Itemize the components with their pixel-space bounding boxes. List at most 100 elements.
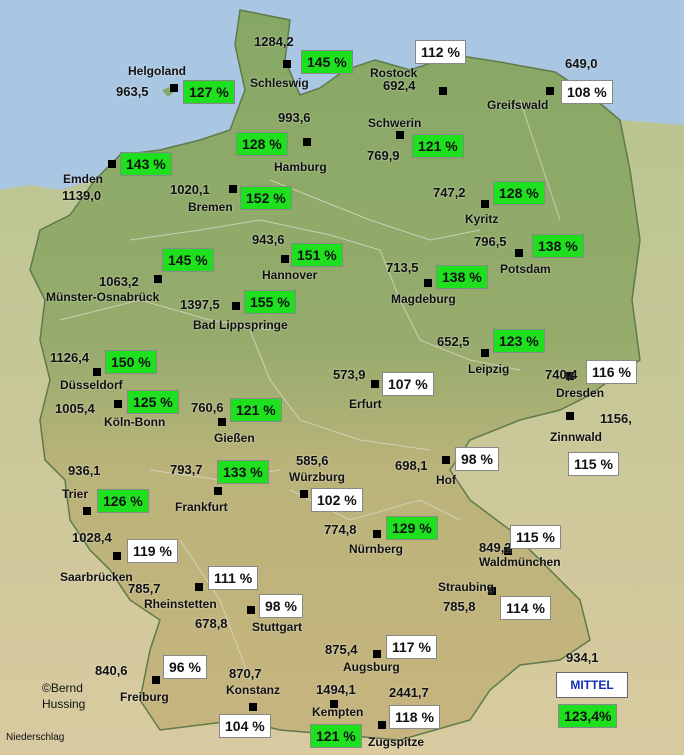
station-percent-badge-dusseldorf: 150 %: [105, 350, 157, 374]
station-value-waldmunchen: 849,2: [479, 540, 512, 555]
sea-region: [0, 0, 684, 190]
station-marker-magdeburg: [424, 279, 432, 287]
station-value-bad-lippspringe: 1397,5: [180, 297, 220, 312]
station-marker-hannover: [281, 255, 289, 263]
station-value-rostock-value: 692,4: [383, 78, 416, 93]
station-percent-badge-bad-lippspringe: 155 %: [244, 290, 296, 314]
station-value-gie-en: 760,6: [191, 400, 224, 415]
copyright-line1: ©Bernd: [42, 681, 83, 695]
station-percent-badge-hamburg: 128 %: [236, 132, 288, 156]
station-value-magdeburg: 713,5: [386, 260, 419, 275]
station-percent-badge-magdeburg: 138 %: [436, 265, 488, 289]
station-percent-badge-stuttgart: 98 %: [259, 594, 303, 618]
station-marker-rostock-value: [439, 87, 447, 95]
station-marker-erfurt: [371, 380, 379, 388]
station-marker-zugspitze: [378, 721, 386, 729]
station-marker-freiburg: [152, 676, 160, 684]
station-name-augsburg: Augsburg: [343, 660, 400, 674]
station-name-trier: Trier: [62, 487, 89, 501]
station-marker-helgoland: [170, 84, 178, 92]
station-name-nurnberg: Nürnberg: [349, 542, 403, 556]
station-marker-wurzburg: [300, 490, 308, 498]
legend-percent-badge: 123,4%: [558, 704, 618, 728]
station-percent-badge-straubing: 114 %: [500, 596, 551, 620]
station-marker-augsburg: [373, 650, 381, 658]
station-marker-leipzig: [481, 349, 489, 357]
station-name-dresden: Dresden: [556, 386, 605, 400]
station-name-dusseldorf: Düsseldorf: [60, 378, 123, 392]
station-percent-badge-koln-bonn: 125 %: [127, 390, 179, 414]
station-name-hannover: Hannover: [262, 268, 318, 282]
station-name-emden: Emden: [63, 172, 104, 186]
station-percent-badge-emden: 143 %: [120, 152, 172, 176]
station-marker-konstanz: [249, 703, 257, 711]
station-marker-rheinstetten: [195, 583, 203, 591]
legend-total-value: 934,1: [566, 650, 599, 665]
station-percent-badge-rostock: 112 %: [415, 40, 466, 64]
station-percent-badge-erfurt: 107 %: [382, 372, 434, 396]
station-marker-nurnberg: [373, 530, 381, 538]
station-percent-badge-konstanz: 104 %: [219, 714, 271, 738]
station-marker-frankfurt: [214, 487, 222, 495]
station-value-kempten: 1494,1: [316, 682, 356, 697]
station-value-hannover: 943,6: [252, 232, 285, 247]
station-marker-schleswig: [283, 60, 291, 68]
station-name-zinnwald: Zinnwald: [550, 430, 602, 444]
station-value-trier: 936,1: [68, 463, 101, 478]
station-percent-badge-helgoland: 127 %: [183, 80, 235, 104]
station-value-freiburg: 840,6: [95, 663, 128, 678]
station-percent-badge-greifswald: 108 %: [561, 80, 613, 104]
station-name-koln-bonn: Köln-Bonn: [104, 415, 166, 429]
station-name-hof: Hof: [436, 473, 456, 487]
station-value-nurnberg: 774,8: [324, 522, 357, 537]
station-name-schwerin: Schwerin: [368, 116, 422, 130]
station-value-wurzburg: 585,6: [296, 453, 329, 468]
station-name-helgoland: Helgoland: [128, 64, 187, 78]
station-name-potsdam: Potsdam: [500, 262, 551, 276]
legend-mittel-badge: MITTEL: [556, 672, 628, 698]
station-name-greifswald: Greifswald: [487, 98, 549, 112]
station-marker-dusseldorf: [93, 368, 101, 376]
station-name-gie-en: Gießen: [214, 431, 255, 445]
station-value-munster-osnabruck: 1063,2: [99, 274, 139, 289]
station-percent-badge-freiburg: 96 %: [163, 655, 207, 679]
station-name-rostock: Rostock: [370, 66, 418, 80]
station-value-stuttgart: 678,8: [195, 616, 228, 631]
station-marker-waldmunchen: [504, 547, 512, 555]
station-name-frankfurt: Frankfurt: [175, 500, 228, 514]
station-name-rheinstetten: Rheinstetten: [144, 597, 217, 611]
station-marker-saarbrucken: [113, 552, 121, 560]
station-marker-koln-bonn: [114, 400, 122, 408]
station-marker-gie-en: [218, 418, 226, 426]
station-value-leipzig: 652,5: [437, 334, 470, 349]
station-name-zugspitze: Zugspitze: [368, 735, 424, 749]
copyright-line2: Hussing: [42, 697, 86, 711]
station-value-potsdam: 796,5: [474, 234, 507, 249]
station-name-leipzig: Leipzig: [468, 362, 510, 376]
station-marker-bremen: [229, 185, 237, 193]
station-value-saarbrucken: 1028,4: [72, 530, 112, 545]
station-marker-greifswald: [546, 87, 554, 95]
station-marker-dresden: [566, 372, 574, 380]
station-percent-badge-kyritz: 128 %: [493, 181, 545, 205]
station-percent-badge-hannover: 151 %: [291, 243, 343, 267]
station-value-schwerin: 769,9: [367, 148, 400, 163]
station-percent-badge-munster-osnabruck: 145 %: [162, 248, 214, 272]
station-percent-badge-trier: 126 %: [97, 489, 149, 513]
station-percent-badge-zinnwald: 115 %: [568, 452, 619, 476]
germany-land: [29, 9, 641, 741]
station-name-wurzburg: Würzburg: [289, 470, 345, 484]
station-percent-badge-rheinstetten: 111 %: [208, 566, 259, 590]
station-marker-kyritz: [481, 200, 489, 208]
station-name-hamburg: Hamburg: [274, 160, 327, 174]
station-value-konstanz: 870,7: [229, 666, 262, 681]
station-value-dresden: 740,4: [545, 367, 578, 382]
station-name-stuttgart: Stuttgart: [252, 620, 302, 634]
station-name-bremen: Bremen: [188, 200, 233, 214]
station-name-bad-lippspringe: Bad Lippspringe: [193, 318, 288, 332]
station-marker-munster-osnabruck: [154, 275, 162, 283]
station-marker-potsdam: [515, 249, 523, 257]
station-value-hof: 698,1: [395, 458, 428, 473]
station-percent-badge-kempten: 121 %: [310, 724, 362, 748]
